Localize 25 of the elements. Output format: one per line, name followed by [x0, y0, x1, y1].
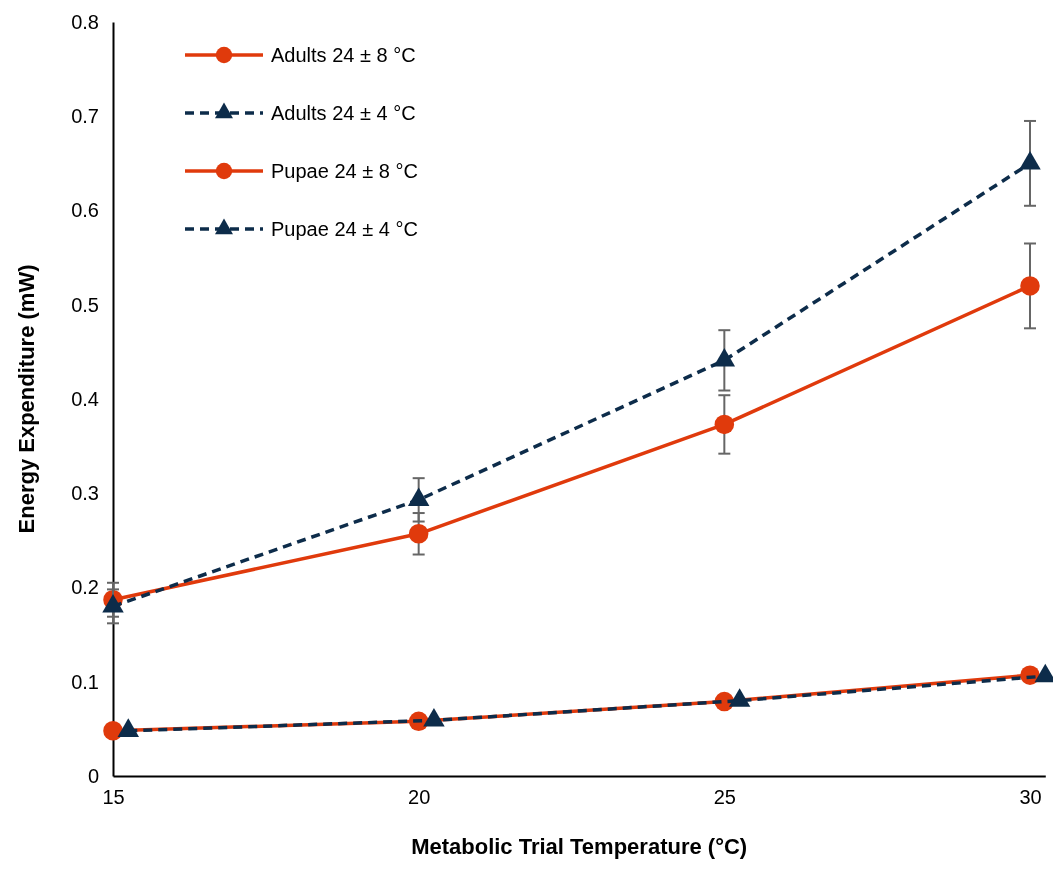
legend-label: Pupae 24 ± 8 °C — [271, 160, 418, 182]
legend-label: Adults 24 ± 8 °C — [271, 44, 416, 66]
y-tick-label: 0.2 — [71, 576, 99, 599]
x-tick-label: 30 — [1019, 786, 1042, 809]
legend-label: Adults 24 ± 4 °C — [271, 102, 416, 124]
y-tick-label: 0.6 — [71, 199, 99, 222]
y-axis-title: Energy Expenditure (mW) — [14, 264, 39, 534]
x-tick-label: 20 — [408, 786, 431, 809]
x-axis-title: Metabolic Trial Temperature (°C) — [411, 834, 748, 859]
x-tick-label: 25 — [713, 786, 736, 809]
x-tick-label: 15 — [102, 786, 125, 809]
point — [408, 524, 429, 544]
point — [714, 414, 735, 435]
y-tick-label: 0.8 — [71, 10, 99, 33]
y-tick-label: 0.5 — [71, 293, 99, 316]
y-tick-label: 0.4 — [71, 387, 99, 410]
y-tick-label: 0.7 — [71, 105, 99, 128]
y-tick-label: 0.3 — [71, 482, 99, 505]
y-tick-label: 0.1 — [71, 670, 99, 693]
point — [407, 487, 430, 507]
y-tick-label: 0 — [87, 764, 99, 787]
legend-label: Pupae 24 ± 4 °C — [271, 218, 418, 240]
point — [713, 347, 736, 367]
point — [1019, 150, 1041, 170]
point — [103, 721, 123, 741]
